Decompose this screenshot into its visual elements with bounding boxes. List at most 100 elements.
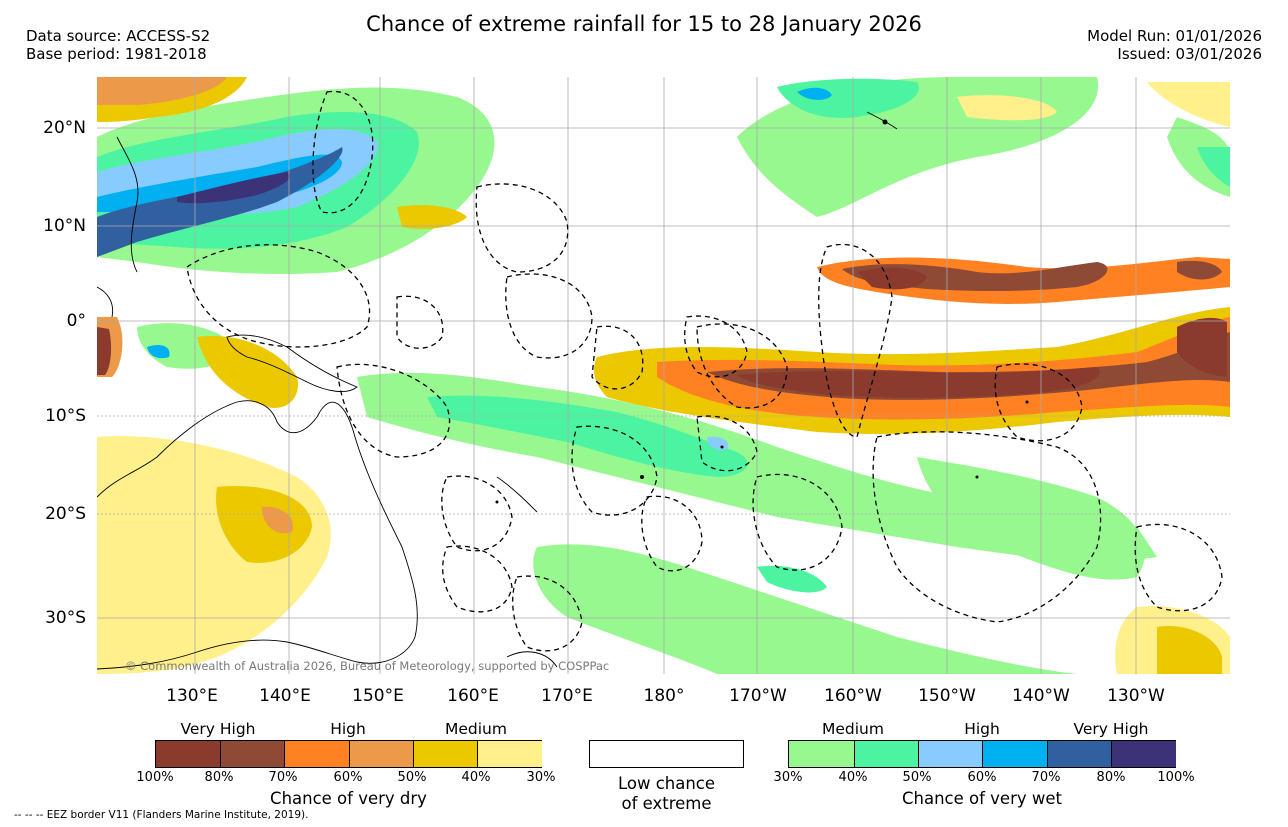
- wet-region-spcz-inner: [427, 395, 748, 477]
- lat-label-20n: 20°N: [43, 118, 86, 138]
- wet-swatch-50-60: [918, 741, 983, 767]
- lon-label-150e: 150°E: [352, 686, 404, 706]
- dry-band-south-east-core: [1177, 317, 1227, 377]
- eez-borders: [186, 90, 1223, 652]
- eez-newcaledonia: [442, 545, 513, 613]
- island-tahiti: [975, 475, 979, 479]
- dry-category-very-high: Very High: [180, 720, 256, 738]
- eez-tonga: [641, 495, 703, 572]
- coastlines: [97, 111, 898, 670]
- dry-region-aus-c2: [262, 506, 293, 534]
- rainfall-map: [97, 77, 1230, 674]
- dry-tick-30: 30%: [526, 770, 556, 785]
- dry-band-north-darkest: [857, 267, 927, 290]
- lat-label-10n: 10°N: [43, 216, 86, 236]
- wet-tick-50: 50%: [902, 770, 932, 785]
- lon-label-170e: 170°E: [541, 686, 593, 706]
- wet-category-very-high: Very High: [1073, 720, 1149, 738]
- lon-label-150w: 150°W: [918, 686, 976, 706]
- dry-region-nw-coast-dark: [97, 327, 112, 375]
- data-source-info: Data source: ACCESS-S2 Base period: 1981…: [26, 27, 210, 63]
- dry-swatch-40-30: [477, 741, 542, 767]
- island-vanuatu: [495, 500, 499, 504]
- dry-region-nccorner: [397, 205, 467, 229]
- wet-tick-30: 30%: [773, 770, 803, 785]
- island-samoa: [720, 445, 724, 449]
- eez-frenchpoly: [872, 431, 1102, 623]
- wet-colorbar: [788, 740, 1176, 768]
- dry-region-ncorner2: [957, 95, 1057, 121]
- lon-label-160w: 160°W: [824, 686, 882, 706]
- base-period-label: Base period: 1981-2018: [26, 45, 207, 63]
- dry-category-medium: Medium: [445, 720, 507, 738]
- wet-tick-60: 60%: [967, 770, 997, 785]
- coast-hawaii: [866, 111, 898, 130]
- lon-label-130w: 130°W: [1107, 686, 1165, 706]
- dry-swatch-80-70: [220, 741, 285, 767]
- wet-swatch-30-40: [789, 741, 854, 767]
- eez-kermadec: [512, 575, 583, 652]
- model-run-info: Model Run: 01/01/2026 Issued: 03/01/2026: [1087, 27, 1262, 63]
- lat-label-30s: 30°S: [45, 608, 86, 628]
- dry-shading: [97, 77, 1230, 674]
- wet-region-south: [533, 544, 1077, 674]
- wet-swatch-60-70: [982, 741, 1048, 767]
- eez-guam: [312, 90, 374, 214]
- wet-swatch-80-100: [1111, 741, 1176, 767]
- dry-band-south-darkest: [737, 367, 1100, 398]
- eez-nauru: [396, 295, 444, 349]
- dry-swatch-70-60: [284, 741, 350, 767]
- dry-tick-60: 60%: [333, 770, 363, 785]
- wet-tick-80: 80%: [1096, 770, 1126, 785]
- lat-label-0: 0°: [66, 311, 86, 331]
- wet-region-ne: [1167, 117, 1230, 197]
- lon-label-170w: 170°W: [729, 686, 787, 706]
- island-fiji: [640, 475, 644, 479]
- low-chance-line1: Low chance: [617, 774, 716, 793]
- map-copyright: © Commonwealth of Australia 2026, Bureau…: [125, 659, 610, 673]
- coast-png: [226, 334, 358, 393]
- eez-vanuatu: [441, 475, 513, 552]
- wet-swatch-40-50: [854, 741, 919, 767]
- wet-tick-100: 100%: [1157, 770, 1195, 785]
- wet-category-high: High: [964, 720, 1000, 738]
- dry-region-aus-c: [216, 486, 312, 563]
- wet-swatch-70-80: [1047, 741, 1112, 767]
- dry-colorbar: [155, 740, 542, 768]
- lat-label-10s: 10°S: [45, 406, 86, 426]
- eez-line-islands: [818, 243, 893, 438]
- dry-swatch-100-80: [156, 741, 220, 767]
- dry-tick-50: 50%: [397, 770, 427, 785]
- wet-tick-70: 70%: [1031, 770, 1061, 785]
- model-run-label: Model Run: 01/01/2026: [1087, 27, 1262, 45]
- coast-australia: [97, 400, 418, 670]
- lat-label-20s: 20°S: [45, 504, 86, 524]
- wet-region-maritime-inner: [147, 345, 170, 359]
- eez-marshall: [475, 183, 569, 273]
- coast-borneo: [97, 286, 114, 318]
- coast-newcaledonia: [496, 476, 538, 513]
- dry-tick-100: 100%: [136, 770, 174, 785]
- dry-swatch-50-40: [413, 741, 478, 767]
- wet-category-medium: Medium: [822, 720, 884, 738]
- eez-kiribati-line: [696, 323, 788, 409]
- island-marquesas: [1025, 400, 1029, 404]
- wet-region-wnp-darkest: [177, 172, 291, 204]
- eez-micronesia: [186, 244, 371, 348]
- lon-label-130e: 130°E: [166, 686, 218, 706]
- island-hawaii: [882, 119, 888, 125]
- dry-region-ncorner3: [1147, 82, 1230, 127]
- eez-cook: [752, 473, 843, 571]
- dry-region-nw-inner: [97, 77, 227, 105]
- dry-tick-40: 40%: [461, 770, 491, 785]
- dry-band-north-small: [1177, 260, 1222, 280]
- wet-region-ncp-blue: [797, 87, 832, 100]
- wet-legend-caption: Chance of very wet: [902, 789, 1062, 808]
- wet-region-wnp-vhigh: [97, 154, 342, 212]
- coast-philippines: [116, 136, 139, 273]
- eez-phoenix: [684, 315, 748, 378]
- low-chance-line2: of extreme: [621, 794, 712, 813]
- lon-label-140w: 140°W: [1012, 686, 1070, 706]
- low-chance-swatch: [589, 740, 744, 768]
- wet-region-south-inner: [757, 565, 827, 593]
